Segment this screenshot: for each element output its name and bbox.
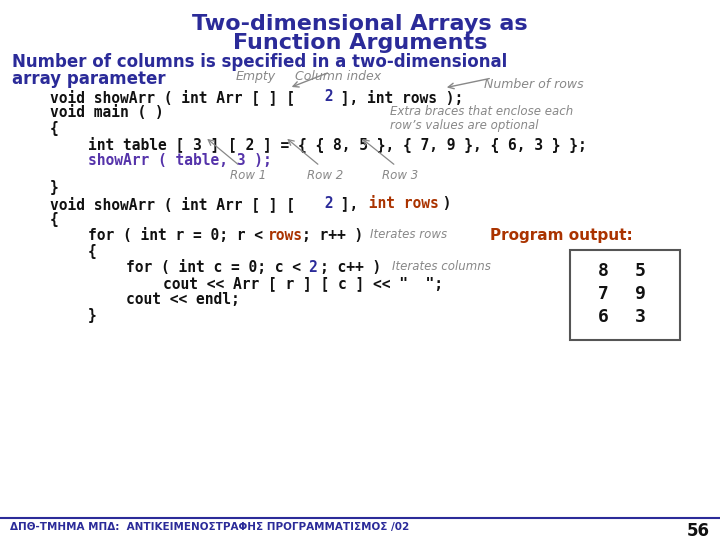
Text: 2: 2 [308, 260, 317, 275]
Text: int rows: int rows [360, 196, 438, 211]
Text: Number of rows: Number of rows [484, 78, 584, 91]
Text: Number of columns is specified in a two-dimensional: Number of columns is specified in a two-… [12, 53, 508, 71]
Text: Extra braces that enclose each: Extra braces that enclose each [390, 105, 573, 118]
Text: Row 3: Row 3 [382, 169, 418, 182]
Text: void main ( ): void main ( ) [50, 105, 163, 120]
Text: 9: 9 [635, 285, 646, 303]
Text: Empty: Empty [236, 70, 276, 83]
Text: ],: ], [332, 196, 359, 211]
Text: int table [ 3 ] [ 2 ] = { { 8, 5 }, { 7, 9 }, { 6, 3 } };: int table [ 3 ] [ 2 ] = { { 8, 5 }, { 7,… [88, 137, 587, 153]
Text: for ( int r = 0; r <: for ( int r = 0; r < [88, 228, 271, 243]
Text: showArr ( table, 3 );: showArr ( table, 3 ); [88, 153, 271, 168]
Text: 7: 7 [598, 285, 609, 303]
Text: array parameter: array parameter [12, 70, 166, 88]
Text: 3: 3 [635, 308, 646, 326]
Text: 8: 8 [598, 262, 609, 280]
Text: rows: rows [268, 228, 303, 243]
Text: 5: 5 [635, 262, 646, 280]
Text: row’s values are optional: row’s values are optional [390, 119, 539, 132]
Text: {: { [50, 212, 59, 227]
Text: ], int rows );: ], int rows ); [332, 89, 463, 105]
Text: Iterates rows: Iterates rows [370, 228, 447, 241]
Text: Program output:: Program output: [490, 228, 633, 243]
Text: Two-dimensional Arrays as: Two-dimensional Arrays as [192, 14, 528, 34]
Text: {: { [50, 121, 59, 136]
Text: Row 1: Row 1 [230, 169, 266, 182]
Text: ΔΠΘ-ΤΜΗΜΑ ΜΠΔ:  ΑΝΤΙΚΕΙΜΕΝΟΣΤΡΑΦΗΣ ΠΡΟΓΡΑΜΜΑΤΙΣΜΟΣ /02: ΔΠΘ-ΤΜΗΜΑ ΜΠΔ: ΑΝΤΙΚΕΙΜΕΝΟΣΤΡΑΦΗΣ ΠΡΟΓΡΑ… [10, 522, 409, 532]
Text: Function Arguments: Function Arguments [233, 33, 487, 53]
Text: 56: 56 [687, 522, 710, 540]
Text: Row 2: Row 2 [307, 169, 343, 182]
Text: Iterates columns: Iterates columns [392, 260, 491, 273]
Text: ): ) [434, 196, 451, 211]
Bar [570, 250, 680, 340]
Text: void showArr ( int Arr [ ] [: void showArr ( int Arr [ ] [ [50, 196, 295, 212]
Text: {: { [88, 244, 96, 259]
Text: 2: 2 [316, 89, 333, 104]
Text: 2: 2 [316, 196, 333, 211]
Text: void showArr ( int Arr [ ] [: void showArr ( int Arr [ ] [ [50, 89, 295, 105]
Text: }: } [88, 308, 96, 323]
Text: Column index: Column index [295, 70, 381, 83]
Text: 6: 6 [598, 308, 609, 326]
Text: cout << Arr [ r ] [ c ] << "  ";: cout << Arr [ r ] [ c ] << " "; [163, 276, 443, 291]
Text: for ( int c = 0; c <: for ( int c = 0; c < [126, 260, 310, 275]
Text: cout << endl;: cout << endl; [126, 292, 240, 307]
Text: ; r++ ): ; r++ ) [302, 228, 364, 243]
Text: }: } [50, 180, 59, 195]
Text: ; c++ ): ; c++ ) [320, 260, 382, 275]
